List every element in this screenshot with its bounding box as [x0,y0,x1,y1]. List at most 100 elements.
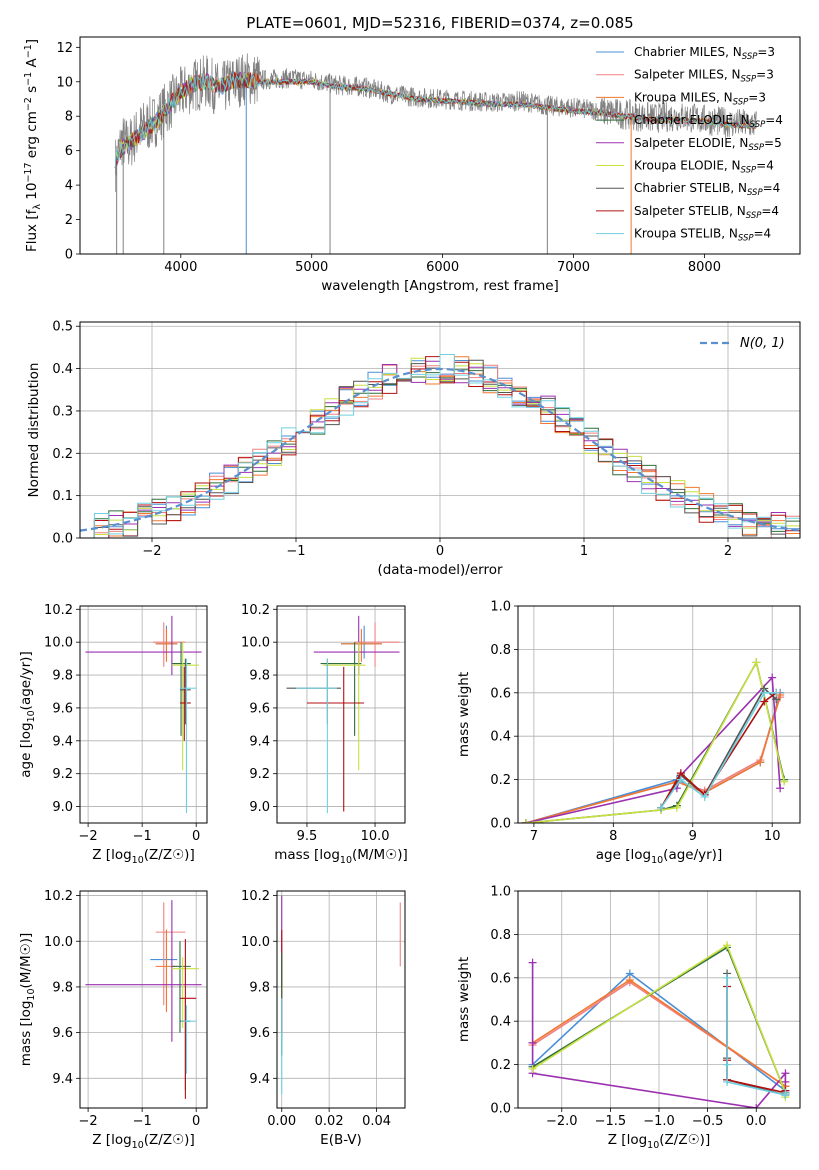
mass-vs-Z-ytick-label: 9.6 [52,1026,73,1041]
weight-vs-age-ytick-label: 0.6 [490,686,511,701]
mass-vs-Z-frame [79,890,208,1109]
age-vs-Z-ytick-label: 9.4 [52,734,73,749]
weight-vs-Z-marker-salpeter-elodie [781,1077,790,1086]
weight-vs-Z-ytick-label: 1.0 [490,885,511,900]
spectrum-ytick-label: 0 [65,248,73,263]
weight-vs-Z-ytick-label: 0.0 [490,1102,511,1117]
spectrum-ytick-label: 8 [65,110,73,125]
weight-vs-Z-axes: −2.0 −1.5 −1.0 −0.5 0.0 0.0 0.2 0.4 0.6 0.8 1.0 Z [… [456,885,801,1151]
mass-vs-Z-ytick-label: 10.2 [44,889,73,904]
residuals-xtick-label: 1 [580,544,588,559]
mass-vs-ebv-ytick-label: 10.2 [241,889,270,904]
mass-vs-Z-xtick-label: 0 [192,1114,200,1129]
spectrum-model-kroupa-stelib [114,72,757,168]
weight-vs-age-marker-kroupa-elodie [672,803,681,812]
weight-vs-Z-xtick-label: −2.0 [546,1114,578,1129]
weight-vs-Z-xtick-label: −0.5 [692,1114,724,1129]
weight-vs-age-marker-salpeter-elodie [768,673,777,682]
legend-label: Kroupa ELODIE, NSSP=4 [634,159,774,176]
age-vs-mass-xlabel: mass [log10(M/M☉)] [274,847,408,866]
weight-vs-age-marker-kroupa-miles [776,690,785,699]
weight-vs-Z-xtick-label: 0.0 [746,1114,767,1129]
mass-vs-Z-xtick-label: −2 [79,1114,98,1129]
residuals-xtick-label: 2 [724,544,732,559]
mass-vs-ebv-axes: 0.00 0.02 0.04 9.4 9.6 9.8 10.0 10.2 E(B-V) [241,889,406,1148]
mass-vs-ebv-ytick-label: 10.0 [241,935,270,950]
spectrum-xtick-label: 6000 [426,260,459,275]
weight-vs-age-marker-kroupa-elodie [752,658,761,667]
spectrum-ytick-label: 10 [56,75,73,90]
weight-vs-Z-ytick-label: 0.2 [490,1058,511,1073]
weight-vs-age-ytick-label: 0.2 [490,773,511,788]
spectrum-xlabel: wavelength [Angstrom, rest frame] [321,278,559,294]
figure-title: PLATE=0601, MJD=52316, FIBERID=0374, z=0… [246,14,633,32]
weight-vs-Z-marker-salpeter-elodie [781,1069,790,1078]
residuals-xtick-label: 0 [436,544,444,559]
age-vs-Z-ytick-label: 9.8 [52,669,73,684]
age-vs-mass-axes: 9.5 10.0 9.0 9.2 9.4 9.6 9.8 10.0 10.2 mass [log1… [241,603,408,866]
age-vs-mass-ytick-label: 10.0 [241,636,270,651]
weight-vs-Z-ytick-label: 0.8 [490,928,511,943]
spectrum-ytick-label: 2 [65,213,73,228]
age-vs-mass-plot-area [286,615,400,814]
age-vs-Z-ytick-label: 9.0 [52,800,73,815]
mass-vs-Z-ylabel: mass [log10(M/M☉)] [18,933,37,1067]
residuals-ylabel: Normed distribution [26,363,42,498]
weight-vs-Z-ylabel: mass weight [456,957,472,1042]
age-vs-mass-xtick-label: 10.0 [361,829,390,844]
legend-label: Chabrier MILES, NSSP=3 [634,45,775,62]
weight-vs-age-plot-area [521,658,789,823]
spectrum-ylabel: Flux [fλ 10−17 erg cm−2 s−1 A−1] [23,39,43,252]
residuals-ytick-label: 0.0 [52,532,73,547]
mass-vs-Z-xlabel: Z [log10(Z/Z☉)] [92,1132,194,1151]
mass-vs-Z-xtick-label: −1 [133,1114,152,1129]
spectrum-xtick-label: 5000 [295,260,328,275]
weight-vs-age-ytick-label: 0.8 [490,643,511,658]
weight-vs-age-line-chabrier-miles [525,692,781,823]
weight-vs-Z-xtick-label: −1.0 [643,1114,675,1129]
age-vs-Z-ytick-label: 10.2 [44,603,73,618]
mass-vs-Z-axes: −2 −1 0 9.4 9.6 9.8 10.0 10.2 Z [log10(Z/Z☉)] mas… [18,889,208,1151]
legend-label: Salpeter MILES, NSSP=3 [634,68,774,85]
spectrum-legend: Chabrier MILES, NSSP=3 Salpeter MILES, NS… [596,45,783,244]
residuals-ytick-label: 0.1 [52,489,73,504]
age-vs-mass-frame [276,605,406,824]
residuals-xlabel: (data-model)/error [377,562,503,578]
mass-vs-Z-ytick-label: 10.0 [44,935,73,950]
spectrum-ytick-label: 6 [65,144,73,159]
legend-label: Kroupa STELIB, NSSP=4 [634,227,771,244]
legend-label: Salpeter STELIB, NSSP=4 [634,204,779,221]
residuals-ytick-label: 0.3 [52,404,73,419]
weight-vs-age-line-salpeter-stelib [660,692,777,809]
weight-vs-Z-marker-kroupa-miles [625,975,634,984]
residuals-xtick-label: −1 [286,544,305,559]
residuals-axes: −2 −1 0 1 2 0.0 0.1 0.2 0.3 0.4 0.5 (data-model)/er… [26,320,801,578]
age-vs-Z-ytick-label: 10.0 [44,636,73,651]
weight-vs-Z-marker-kroupa-elodie [528,1064,537,1073]
age-vs-Z-frame [79,605,208,824]
weight-vs-Z-ytick-label: 0.6 [490,971,511,986]
mass-vs-ebv-ytick-label: 9.8 [249,980,270,995]
weight-vs-age-marker-kroupa-stelib [676,775,685,784]
residuals-ytick-label: 0.4 [52,362,73,377]
legend-label: Kroupa MILES, NSSP=3 [634,90,766,107]
age-vs-Z-xtick-label: 0 [192,829,200,844]
residuals-ytick-label: 0.5 [52,320,73,335]
weight-vs-age-xtick-label: 10 [764,829,781,844]
spectrum-ytick-label: 12 [56,41,73,56]
spectrum-frame [79,36,801,255]
residuals-plot-area [80,354,800,538]
weight-vs-age-xtick-label: 8 [609,829,617,844]
spectrum-axes: 4000 5000 6000 7000 8000 0 2 4 6 8 10 12 wavelength … [23,36,801,294]
spectrum-xtick-label: 4000 [164,260,197,275]
weight-vs-age-line-kroupa-elodie [525,660,785,823]
weight-vs-age-marker-kroupa-elodie [780,777,789,786]
weight-vs-age-line-salpeter-elodie [525,675,781,823]
weight-vs-Z-ytick-label: 0.4 [490,1015,511,1030]
age-vs-mass-ytick-label: 9.0 [249,800,270,815]
age-vs-Z-plot-area [85,615,202,814]
age-vs-Z-ytick-label: 9.6 [52,701,73,716]
weight-vs-Z-xlabel: Z [log10(Z/Z☉)] [608,1132,710,1151]
weight-vs-age-axes: 7 8 9 10 0.0 0.2 0.4 0.6 0.8 1.0 age [log10(age/yr… [456,600,801,866]
